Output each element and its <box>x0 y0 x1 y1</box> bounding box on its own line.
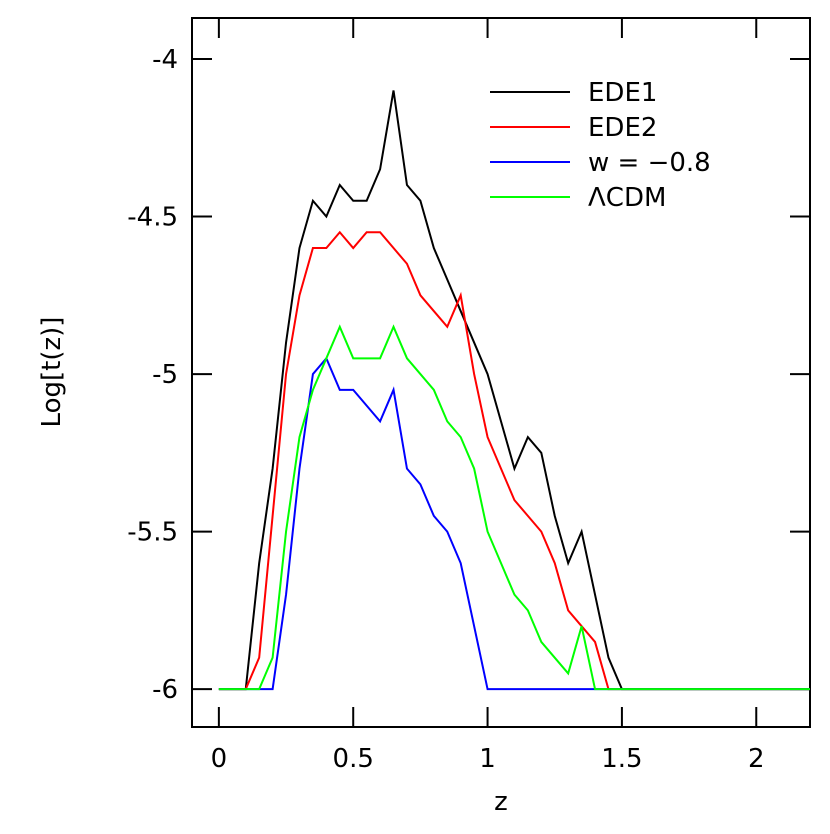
legend-label: EDE1 <box>588 78 657 108</box>
series-line <box>218 230 810 691</box>
y-tick-label: -4.5 <box>127 203 178 233</box>
series-line <box>218 324 810 691</box>
x-axis-label: z <box>494 787 508 817</box>
x-tick-label: 0 <box>211 744 228 774</box>
x-tick-label: 2 <box>748 744 765 774</box>
legend-label: EDE2 <box>588 113 657 143</box>
series-line <box>218 90 810 691</box>
plot-frame <box>191 17 811 728</box>
x-tick-label: 1 <box>479 744 496 774</box>
x-tick-label: 1.5 <box>601 744 642 774</box>
y-tick-label: -4 <box>152 45 178 75</box>
y-tick-label: -5.5 <box>127 518 178 548</box>
y-axis-label: Log[t(z)] <box>37 317 67 428</box>
legend-label: ΛCDM <box>588 183 666 213</box>
x-tick-label: 0.5 <box>333 744 374 774</box>
legend-label: w = −0.8 <box>588 148 711 178</box>
y-tick-label: -6 <box>152 675 178 705</box>
y-tick-label: -5 <box>152 360 178 390</box>
